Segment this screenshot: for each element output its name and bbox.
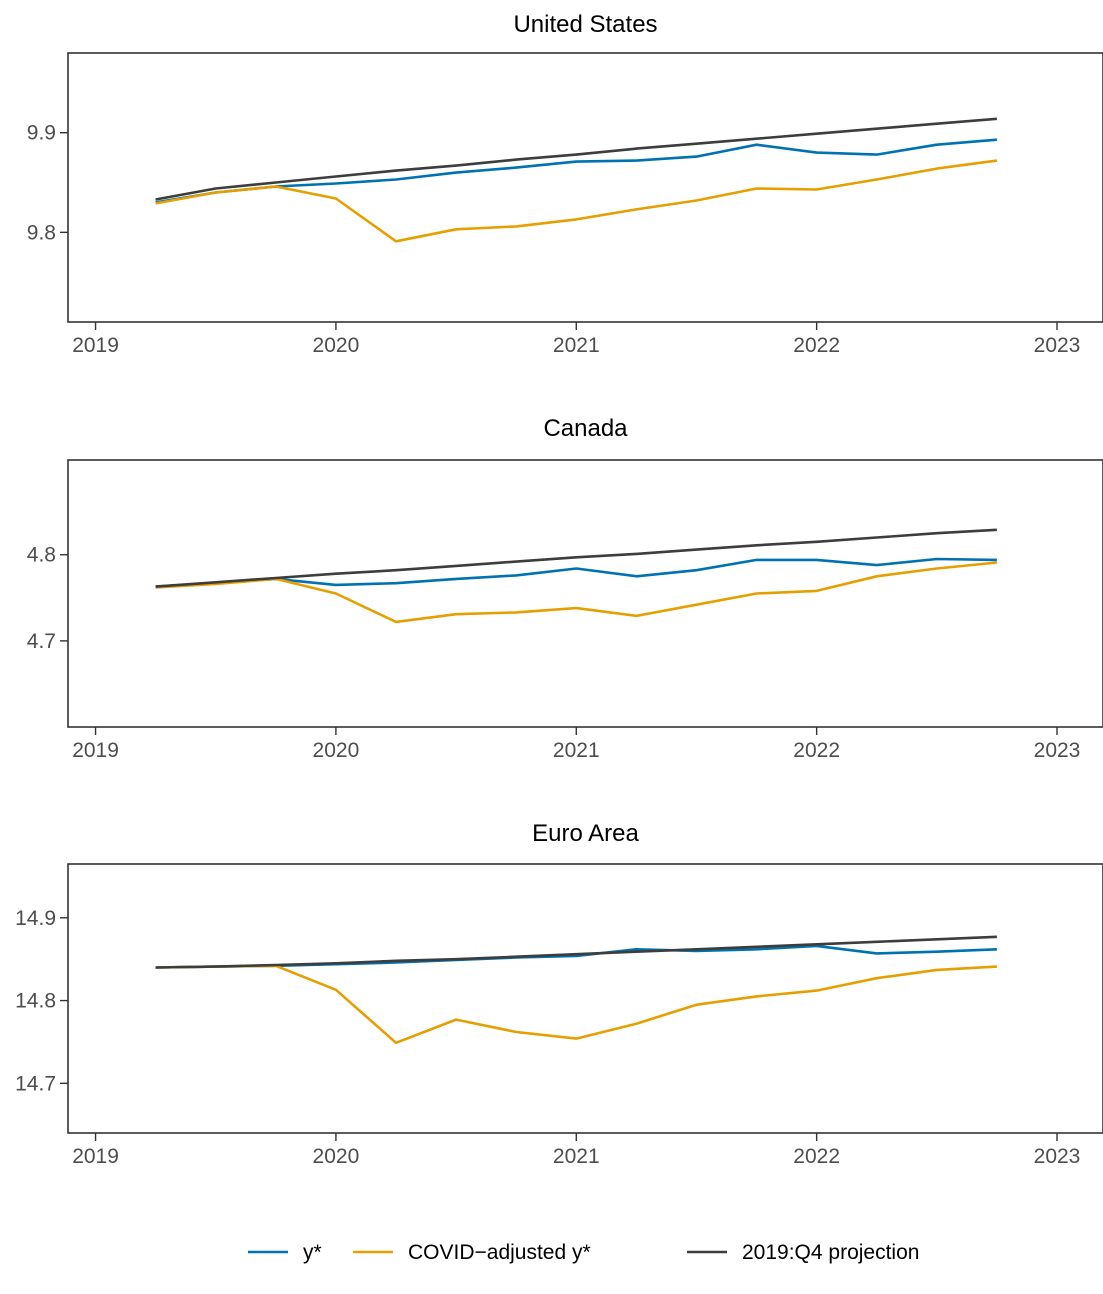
panels: United States 2019 2020 2021 2022 2023 9.8 9.9 C… <box>15 11 1103 1168</box>
x-tick-label: 2021 <box>553 1145 600 1168</box>
legend-label: y* <box>303 1241 322 1264</box>
legend-item-2019-q4-projection: 2019:Q4 projection <box>687 1241 919 1264</box>
x-tick-label: 2019 <box>72 739 119 762</box>
series-line-covid-adjusted-y <box>155 964 997 1045</box>
x-tick-label: 2020 <box>313 334 360 357</box>
x-tick-label: 2019 <box>72 1145 119 1168</box>
panel-title: United States <box>513 11 657 38</box>
x-tick-label: 2021 <box>553 739 600 762</box>
x-tick-label: 2023 <box>1034 739 1081 762</box>
x-tick-label: 2020 <box>313 1145 360 1168</box>
y-tick-label: 14.9 <box>15 907 56 930</box>
plot-frame <box>67 459 1103 728</box>
legend-item-covid-adjusted-y: COVID−adjusted y* <box>353 1241 591 1264</box>
legend-label: COVID−adjusted y* <box>408 1241 591 1264</box>
panel-canada: Canada 2019 2020 2021 2022 2023 4.7 4.8 <box>27 415 1103 762</box>
legend-label: 2019:Q4 projection <box>742 1241 919 1264</box>
series-line-2019-q4-projection <box>155 528 997 588</box>
x-tick-label: 2022 <box>793 334 840 357</box>
series-line-y <box>155 557 997 588</box>
plot-frame <box>67 52 1103 323</box>
x-tick-label: 2020 <box>313 739 360 762</box>
series-line-2019-q4-projection <box>155 935 997 969</box>
panel-united-states: United States 2019 2020 2021 2022 2023 9.8 9.9 <box>27 11 1103 357</box>
x-tick-label: 2023 <box>1034 334 1081 357</box>
legend: y* COVID−adjusted y* 2019:Q4 projection <box>248 1241 919 1264</box>
series-line-covid-adjusted-y <box>155 159 998 243</box>
y-tick-label: 4.7 <box>27 630 56 653</box>
x-tick-label: 2022 <box>793 739 840 762</box>
x-tick-label: 2021 <box>553 334 600 357</box>
series-line-y <box>155 138 998 204</box>
x-tick-label: 2019 <box>72 334 119 357</box>
panel-title: Euro Area <box>532 820 639 847</box>
y-tick-label: 4.8 <box>27 544 56 567</box>
y-tick-label: 9.9 <box>27 122 56 145</box>
series-line-2019-q4-projection <box>155 117 998 201</box>
series-line-covid-adjusted-y <box>155 561 998 624</box>
x-tick-label: 2022 <box>793 1145 840 1168</box>
y-tick-label: 14.7 <box>15 1072 56 1095</box>
plot-frame <box>67 863 1103 1134</box>
legend-item-y: y* <box>248 1241 322 1264</box>
panel-euro-area: Euro Area 2019 2020 2021 2022 2023 14.7 14.8 14.… <box>15 820 1103 1168</box>
panel-title: Canada <box>543 415 628 442</box>
y-tick-label: 9.8 <box>27 221 56 244</box>
x-tick-label: 2023 <box>1034 1145 1081 1168</box>
y-tick-label: 14.8 <box>15 990 56 1013</box>
